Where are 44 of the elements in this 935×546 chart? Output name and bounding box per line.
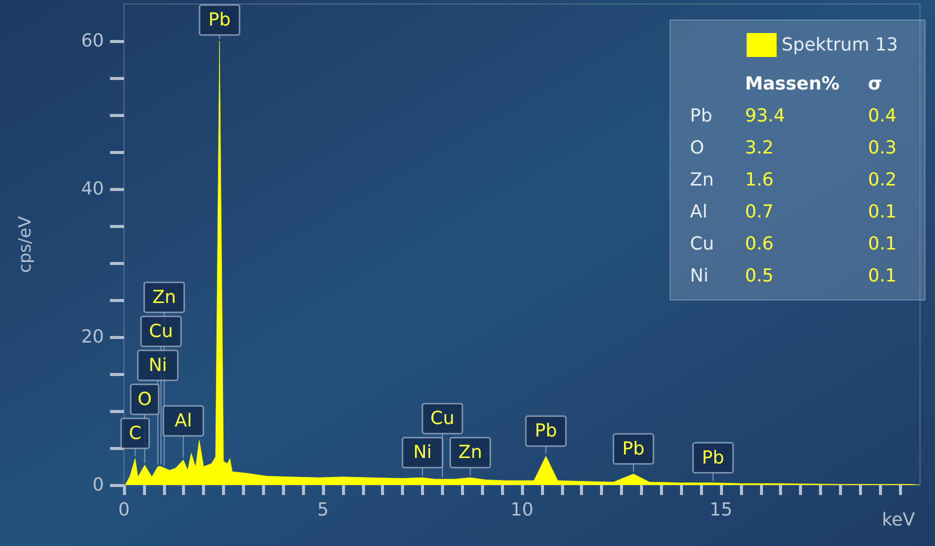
y-tick-label: 20: [81, 326, 104, 348]
annotation: Zn: [152, 286, 176, 308]
annotation: Massen%: [745, 74, 840, 94]
annotation: Cu: [149, 320, 174, 342]
annotation: O: [138, 388, 152, 410]
annotation: Ni: [690, 266, 708, 286]
annotation: Al: [174, 410, 192, 432]
x-tick-label: 5: [317, 500, 329, 520]
x-tick-label: 10: [510, 500, 534, 520]
x-tick-label: 15: [710, 500, 732, 520]
annotation: O: [690, 138, 704, 158]
annotation: 0.4: [868, 106, 897, 126]
annotation: 0.3: [868, 138, 897, 158]
annotation: Pb: [622, 438, 645, 460]
annotation: Cu: [430, 408, 454, 430]
legend-label: Spektrum 13: [782, 34, 898, 56]
annotation: 1.6: [745, 170, 774, 190]
annotation: Cu: [690, 234, 714, 254]
annotation: C: [128, 422, 142, 444]
annotation: 0.2: [868, 170, 897, 190]
annotation: 0.5: [745, 266, 774, 286]
annotation: Ni: [148, 354, 168, 376]
annotation: Pb: [690, 106, 712, 126]
y-tick-label: 0: [92, 474, 104, 496]
annotation: Pb: [702, 447, 724, 468]
annotation: σ: [868, 74, 882, 94]
y-axis-title: cps/eV: [16, 216, 36, 273]
y-tick-label: 40: [81, 178, 104, 200]
annotation: 0.1: [868, 234, 897, 254]
y-tick-label: 60: [81, 30, 104, 52]
x-tick-label: 0: [118, 500, 130, 520]
annotation: 0.6: [745, 234, 774, 254]
annotation: Pb: [534, 420, 558, 442]
annotation: Pb: [208, 10, 231, 30]
annotation: 0.7: [745, 202, 774, 222]
annotation: Al: [690, 202, 708, 222]
annotation: 3.2: [745, 138, 774, 158]
annotation: 93.4: [745, 106, 786, 126]
annotation: 0.1: [868, 266, 897, 286]
annotation: 0.1: [868, 202, 897, 222]
annotation: Zn: [690, 170, 714, 190]
annotation: Ni: [413, 442, 432, 464]
x-axis-title: keV: [882, 510, 916, 530]
annotation: Zn: [458, 442, 482, 464]
